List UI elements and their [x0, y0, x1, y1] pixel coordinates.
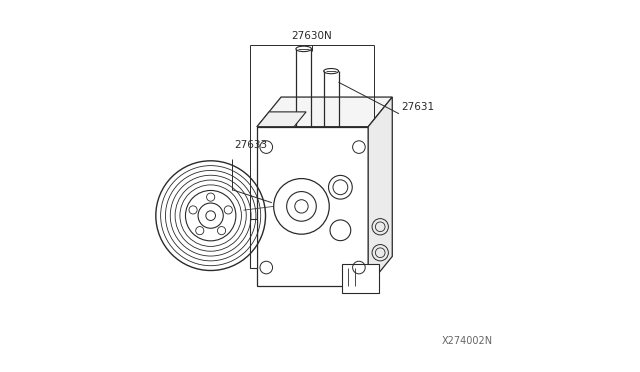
Polygon shape: [342, 264, 380, 294]
Text: 27631: 27631: [401, 102, 434, 112]
Text: X274002N: X274002N: [441, 336, 492, 346]
Text: 27630N: 27630N: [291, 31, 332, 41]
Polygon shape: [257, 112, 306, 127]
Polygon shape: [368, 97, 392, 286]
Polygon shape: [257, 97, 392, 127]
Polygon shape: [250, 219, 257, 267]
Polygon shape: [257, 127, 368, 286]
Text: 27633: 27633: [234, 140, 267, 150]
